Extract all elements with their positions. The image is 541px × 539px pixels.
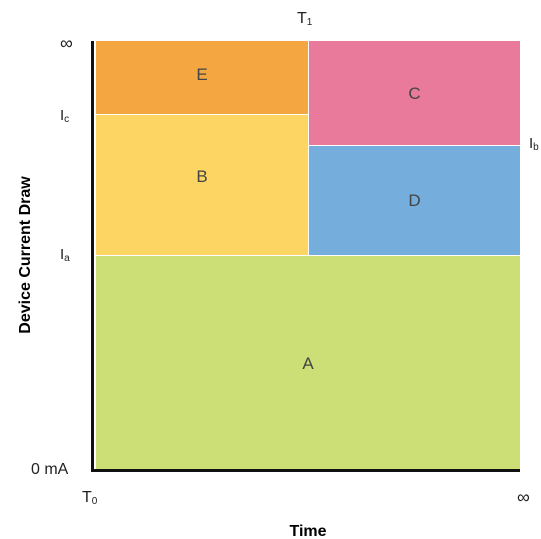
- y-tick-ia: Ia: [60, 246, 70, 264]
- region-c: C: [309, 41, 520, 145]
- x-axis-line: [91, 469, 520, 472]
- region-d: D: [309, 146, 520, 255]
- region-d-label: D: [408, 191, 421, 210]
- y-tick-ic: Ic: [60, 107, 70, 125]
- region-b: B: [96, 115, 308, 255]
- x-tick-infinity: ∞: [517, 487, 530, 507]
- region-b-label: B: [196, 166, 208, 186]
- y-tick-infinity: ∞: [60, 33, 73, 53]
- region-a: A: [96, 256, 520, 470]
- x-axis-title: Time: [289, 523, 327, 539]
- region-c-label: C: [408, 83, 421, 103]
- region-a-label: A: [302, 353, 314, 373]
- x-tick-t1: T1: [297, 10, 313, 28]
- y-axis-line: [91, 41, 94, 472]
- region-e-label: E: [196, 65, 208, 84]
- y-tick-ib: Ib: [529, 135, 539, 153]
- y-tick-zero: 0 mA: [31, 461, 69, 478]
- y-axis-title: Device Current Draw: [17, 176, 34, 334]
- region-e: E: [96, 41, 308, 114]
- x-tick-t0: T0: [82, 489, 98, 507]
